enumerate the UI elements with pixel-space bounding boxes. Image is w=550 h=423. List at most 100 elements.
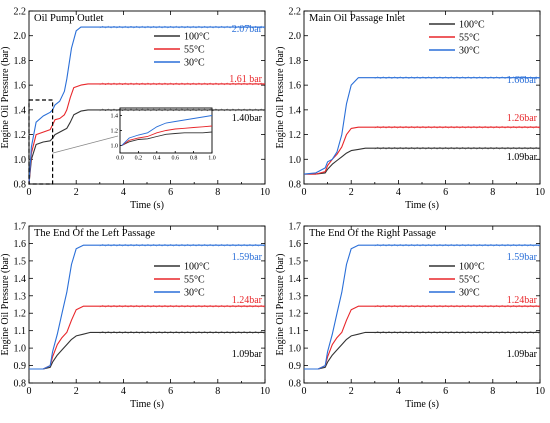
x-axis-label: Time (s) xyxy=(405,200,439,211)
series-line-55c xyxy=(304,305,540,370)
series-ripple xyxy=(99,304,265,308)
x-tick-label: 6 xyxy=(443,187,448,198)
series-line-55c xyxy=(28,83,265,185)
legend-label: 55°C xyxy=(184,45,205,56)
y-tick-label: 1.1 xyxy=(14,326,27,337)
x-tick-label: 2 xyxy=(349,187,354,198)
y-tick-label: 1.0 xyxy=(289,344,302,355)
x-tick-label: 4 xyxy=(121,187,126,198)
x-tick-label: 2 xyxy=(349,386,354,397)
series-ripple xyxy=(99,82,265,86)
y-axis-label: Engine Oil Pressure (bar) xyxy=(0,254,11,356)
value-annotation: 1.59bar xyxy=(232,252,263,263)
y-tick-label: 1.4 xyxy=(14,105,27,116)
y-axis-label: Engine Oil Pressure (bar) xyxy=(275,254,286,356)
y-tick-label: 2.0 xyxy=(14,31,27,42)
x-tick-label: 6 xyxy=(168,386,173,397)
y-axis-label: Engine Oil Pressure (bar) xyxy=(0,47,11,149)
value-annotation: 2.07bar xyxy=(232,24,263,35)
value-annotation: 1.24bar xyxy=(507,295,538,306)
y-tick-label: 2.0 xyxy=(289,31,302,42)
series-line-30c xyxy=(29,244,265,370)
panel-end-left-passage: 0 2 4 6 8 10 0.8 0.9 1.0 1.1 1.2 1.3 1.4 1.5 1.6 1.7 Tim… xyxy=(0,222,270,411)
value-annotation: 1.59bar xyxy=(507,252,538,263)
inset-y-tick-label: 1.0 xyxy=(111,144,119,150)
y-tick-label: 1.2 xyxy=(289,130,302,141)
y-tick-label: 1.3 xyxy=(289,291,302,302)
panel-title: The End Of the Right Passage xyxy=(309,228,436,239)
series-line-30c xyxy=(304,244,540,370)
inset-x-tick-label: 0.0 xyxy=(116,156,124,162)
y-tick-label: 1.7 xyxy=(289,222,302,233)
x-tick-label: 10 xyxy=(260,187,270,198)
legend-label: 55°C xyxy=(184,275,205,286)
panel-title: The End Of the Left Passage xyxy=(34,228,155,239)
zoom-connector xyxy=(52,135,119,154)
x-axis-label: Time (s) xyxy=(130,200,164,211)
inset-x-tick-label: 1.0 xyxy=(208,156,216,162)
y-axis-label: Engine Oil Pressure (bar) xyxy=(275,47,286,149)
legend-label: 100°C xyxy=(184,262,210,273)
y-tick-label: 0.8 xyxy=(14,379,27,390)
inset-x-tick-label: 0.6 xyxy=(171,156,179,162)
y-tick-label: 0.8 xyxy=(289,180,302,191)
x-tick-label: 8 xyxy=(490,386,495,397)
series-ripple xyxy=(99,243,265,247)
panel-oil-pump-outlet: 0 2 4 6 8 10 0.8 1.0 1.2 1.4 1.6 1.8 2.0 2.2 Time (s) E… xyxy=(0,7,270,212)
y-tick-label: 1.4 xyxy=(14,274,27,285)
panel-main-oil-passage-inlet: 0 2 4 6 8 10 0.8 1.0 1.2 1.4 1.6 1.8 2.0 2.2 Time (s) E… xyxy=(275,7,545,212)
plot-frame xyxy=(28,10,266,185)
x-tick-label: 0 xyxy=(302,187,307,198)
inset-series-line xyxy=(121,131,213,146)
series-ripple xyxy=(374,146,540,150)
panel-title: Main Oil Passage Inlet xyxy=(309,13,405,24)
y-tick-label: 2.2 xyxy=(14,7,27,18)
inset-x-tick-label: 0.2 xyxy=(135,156,143,162)
y-tick-label: 0.9 xyxy=(14,361,27,372)
legend-label: 30°C xyxy=(459,46,480,57)
series-line-100c xyxy=(304,147,540,175)
inset-y-tick-label: 1.2 xyxy=(111,129,119,135)
legend-label: 30°C xyxy=(184,58,205,69)
x-tick-label: 2 xyxy=(74,187,79,198)
value-annotation: 1.61 bar xyxy=(229,74,262,85)
x-tick-label: 0 xyxy=(27,386,32,397)
x-tick-label: 8 xyxy=(215,187,220,198)
series-line-100c xyxy=(28,109,265,185)
y-tick-label: 1.2 xyxy=(14,309,27,320)
y-tick-label: 0.9 xyxy=(289,361,302,372)
value-annotation: 1.66bar xyxy=(507,75,538,86)
legend-label: 100°C xyxy=(184,32,210,43)
series-ripple xyxy=(374,304,540,308)
legend-label: 100°C xyxy=(459,262,485,273)
x-tick-label: 8 xyxy=(490,187,495,198)
y-tick-label: 1.4 xyxy=(289,274,302,285)
y-tick-label: 1.0 xyxy=(14,344,27,355)
series-ripple xyxy=(374,243,540,247)
series-ripple xyxy=(99,108,265,112)
inset-x-tick-label: 0.4 xyxy=(153,156,161,162)
x-tick-label: 6 xyxy=(168,187,173,198)
x-tick-label: 10 xyxy=(535,187,545,198)
y-tick-label: 2.2 xyxy=(289,7,302,18)
y-tick-label: 1.2 xyxy=(14,130,27,141)
y-tick-label: 1.5 xyxy=(289,256,302,267)
y-tick-label: 1.0 xyxy=(14,155,27,166)
y-tick-label: 1.5 xyxy=(14,256,27,267)
x-axis-label: Time (s) xyxy=(405,399,439,410)
series-line-55c xyxy=(304,126,540,175)
x-tick-label: 0 xyxy=(27,187,32,198)
y-tick-label: 1.2 xyxy=(289,309,302,320)
legend-label: 55°C xyxy=(459,33,480,44)
legend: 100°C 55°C 30°C xyxy=(154,32,210,69)
y-tick-label: 1.8 xyxy=(289,56,302,67)
series-ripple xyxy=(374,125,540,129)
series-line-55c xyxy=(29,305,265,370)
y-tick-label: 1.3 xyxy=(14,291,27,302)
x-tick-label: 6 xyxy=(443,386,448,397)
value-annotation: 1.24bar xyxy=(232,295,263,306)
series-line-100c xyxy=(29,331,265,370)
inset-y-tick-label: 1.4 xyxy=(111,114,119,120)
x-axis-label: Time (s) xyxy=(130,399,164,410)
x-tick-label: 10 xyxy=(260,386,270,397)
